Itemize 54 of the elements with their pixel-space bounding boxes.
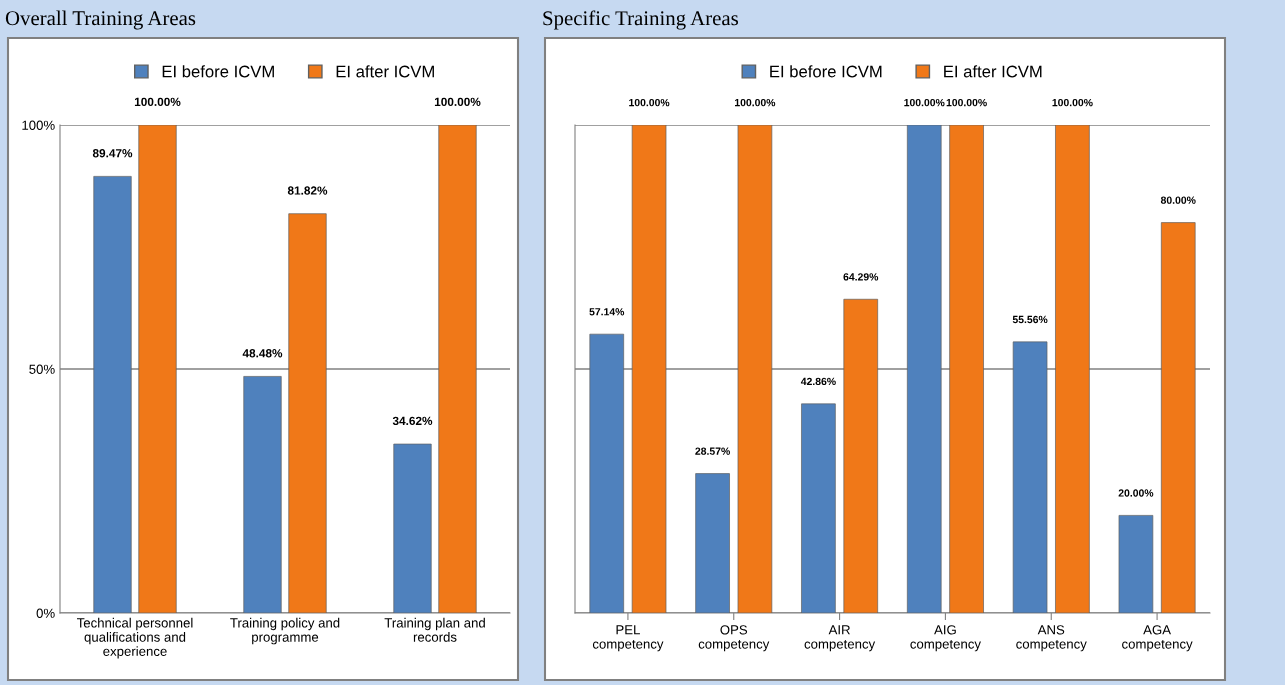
- chart-title: Overall Training Areas: [5, 10, 196, 30]
- data-label: 34.62%: [392, 416, 433, 426]
- bar: [906, 125, 942, 613]
- bar: [843, 298, 879, 613]
- x-tick-label: AIR competency: [804, 625, 876, 652]
- bar: [1118, 515, 1154, 613]
- x-tick-label: ANS competency: [1016, 625, 1087, 652]
- bar: [589, 333, 625, 613]
- legend-label: EI before ICVM: [770, 65, 882, 78]
- bar: [393, 443, 432, 613]
- data-label: 100.00%: [1052, 98, 1093, 107]
- data-label: 100.00%: [904, 98, 945, 107]
- chart-title: Specific Training Areas: [543, 10, 738, 30]
- x-tick-label: AIG competency: [910, 625, 981, 652]
- bar: [243, 376, 282, 613]
- data-label: 42.86%: [800, 377, 836, 386]
- y-tick-label: 0%: [36, 608, 55, 618]
- bar: [93, 176, 132, 613]
- bar: [631, 125, 667, 613]
- data-label: 48.48%: [242, 349, 283, 358]
- bar: [1160, 222, 1196, 613]
- bar: [288, 213, 327, 613]
- x-tick-label: OPS competency: [698, 625, 770, 652]
- legend-label: EI after ICVM: [336, 65, 434, 78]
- bar: [695, 473, 730, 613]
- data-label: 100.00%: [629, 98, 670, 107]
- data-label: 100.00%: [735, 98, 776, 107]
- data-label: 28.57%: [695, 447, 730, 455]
- data-label: 100.00%: [134, 97, 181, 106]
- bar: [801, 403, 836, 613]
- data-label: 20.00%: [1118, 489, 1154, 497]
- data-label: 57.14%: [589, 308, 625, 316]
- bar: [737, 125, 773, 613]
- bar: [438, 125, 477, 613]
- legend-label: EI after ICVM: [944, 65, 1042, 78]
- data-label: 100.00%: [946, 98, 987, 107]
- x-tick-label: Training plan and records: [384, 617, 485, 642]
- legend-label: EI before ICVM: [162, 65, 274, 78]
- data-label: 80.00%: [1160, 196, 1196, 204]
- bar: [138, 125, 177, 613]
- data-label: 100.00%: [434, 97, 481, 106]
- data-label: 81.82%: [287, 186, 328, 195]
- data-label: 89.47%: [92, 149, 133, 158]
- data-label: 64.29%: [843, 273, 879, 281]
- bar: [1012, 341, 1048, 613]
- bar: [949, 125, 984, 613]
- x-tick-label: Technical personnel qualifications and experience: [76, 617, 193, 659]
- y-tick-label: 50%: [29, 364, 55, 374]
- data-label: 55.56%: [1012, 315, 1048, 324]
- bar: [1055, 125, 1090, 613]
- x-tick-label: AGA competency: [1122, 625, 1193, 652]
- x-tick-label: Training policy and programme: [230, 617, 340, 645]
- y-tick-label: 100%: [22, 120, 55, 130]
- x-tick-label: PEL competency: [592, 625, 664, 652]
